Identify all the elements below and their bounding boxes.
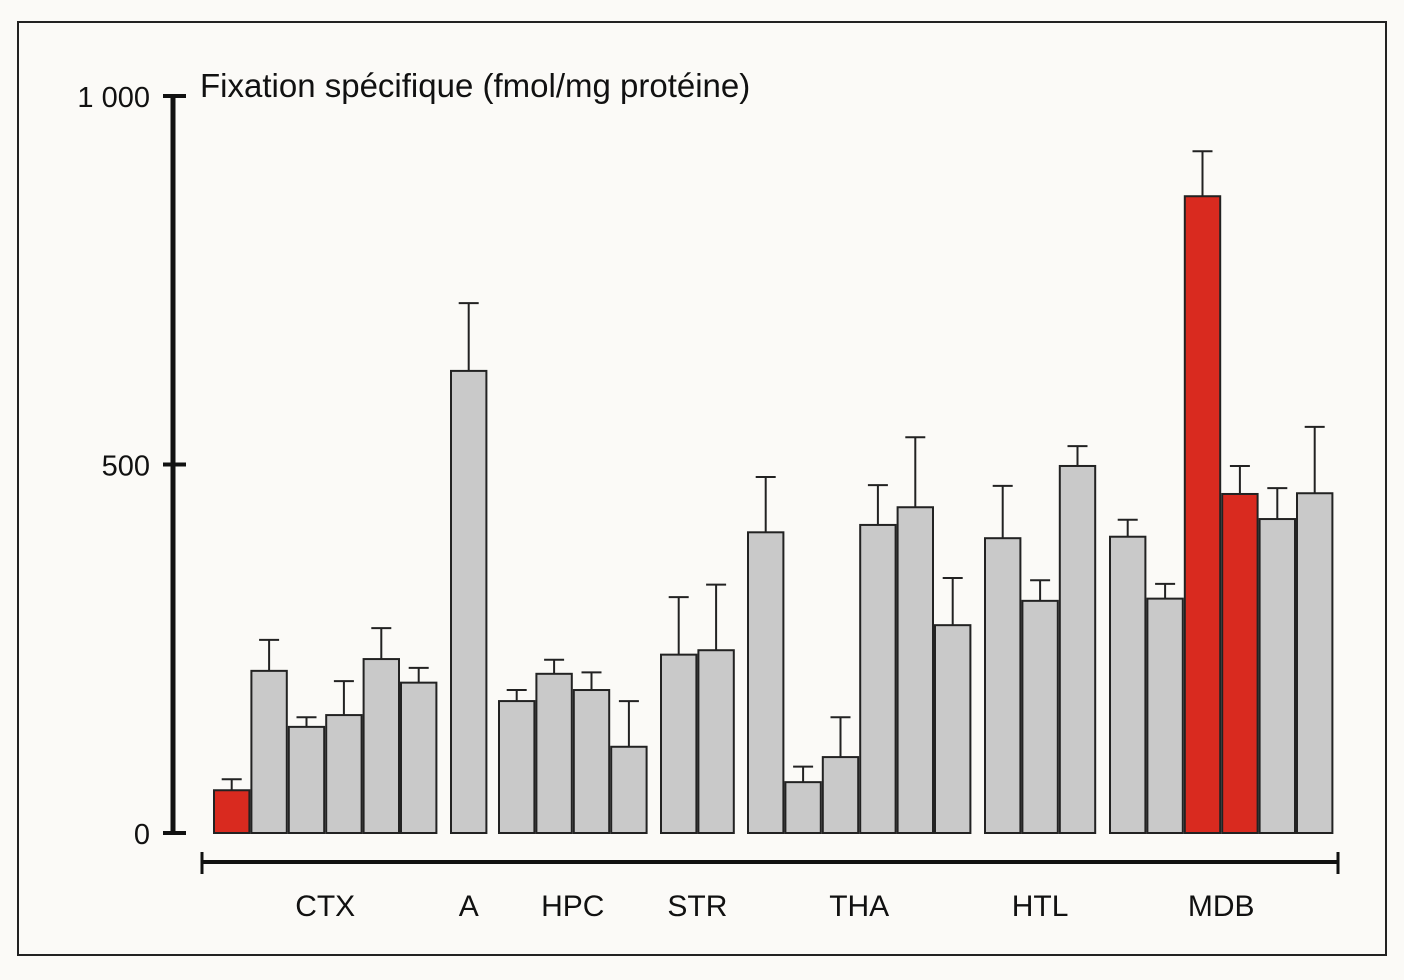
bar-htl-1 xyxy=(984,537,1022,834)
bar-tha-6 xyxy=(934,624,972,835)
bar-str-1 xyxy=(660,653,698,834)
bar-a-1 xyxy=(450,369,488,834)
bar-hpc-1 xyxy=(498,700,536,835)
bar-str-2 xyxy=(697,649,735,834)
bar-ctx-5 xyxy=(362,658,401,834)
bar-ctx-6 xyxy=(400,681,438,834)
x-group-label: HPC xyxy=(541,890,604,923)
bar-hpc-4 xyxy=(610,745,648,834)
bar-ctx-1 xyxy=(213,789,251,835)
bar-ctx-2 xyxy=(250,669,288,834)
bar-htl-3 xyxy=(1058,464,1097,834)
x-group-label: THA xyxy=(829,890,889,923)
bar-mdb-3 xyxy=(1183,195,1222,834)
y-tick-label: 1 000 xyxy=(77,82,150,114)
bar-ctx-3 xyxy=(287,725,326,835)
bar-tha-2 xyxy=(784,781,822,834)
x-group-label: CTX xyxy=(295,890,355,923)
bar-mdb-2 xyxy=(1146,597,1184,834)
bar-tha-4 xyxy=(859,523,897,835)
x-group-label: MDB xyxy=(1188,890,1255,923)
x-group-label: STR xyxy=(667,890,727,923)
x-group-label: A xyxy=(459,890,479,923)
bar-hpc-2 xyxy=(535,672,573,834)
bar-mdb-4 xyxy=(1221,492,1259,834)
x-group-label: HTL xyxy=(1012,890,1069,923)
bar-hpc-3 xyxy=(572,689,611,834)
bar-ctx-4 xyxy=(325,714,363,835)
bar-mdb-5 xyxy=(1258,518,1296,835)
bar-tha-5 xyxy=(896,506,934,834)
y-axis-label: Fixation spécifique (fmol/mg protéine) xyxy=(200,67,750,104)
bar-mdb-1 xyxy=(1109,535,1147,834)
bar-htl-2 xyxy=(1021,599,1059,834)
bar-mdb-6 xyxy=(1296,492,1334,834)
bar-tha-1 xyxy=(747,531,785,835)
bar-tha-3 xyxy=(821,756,860,834)
y-tick-label: 0 xyxy=(134,819,150,851)
y-tick-label: 500 xyxy=(102,451,150,483)
